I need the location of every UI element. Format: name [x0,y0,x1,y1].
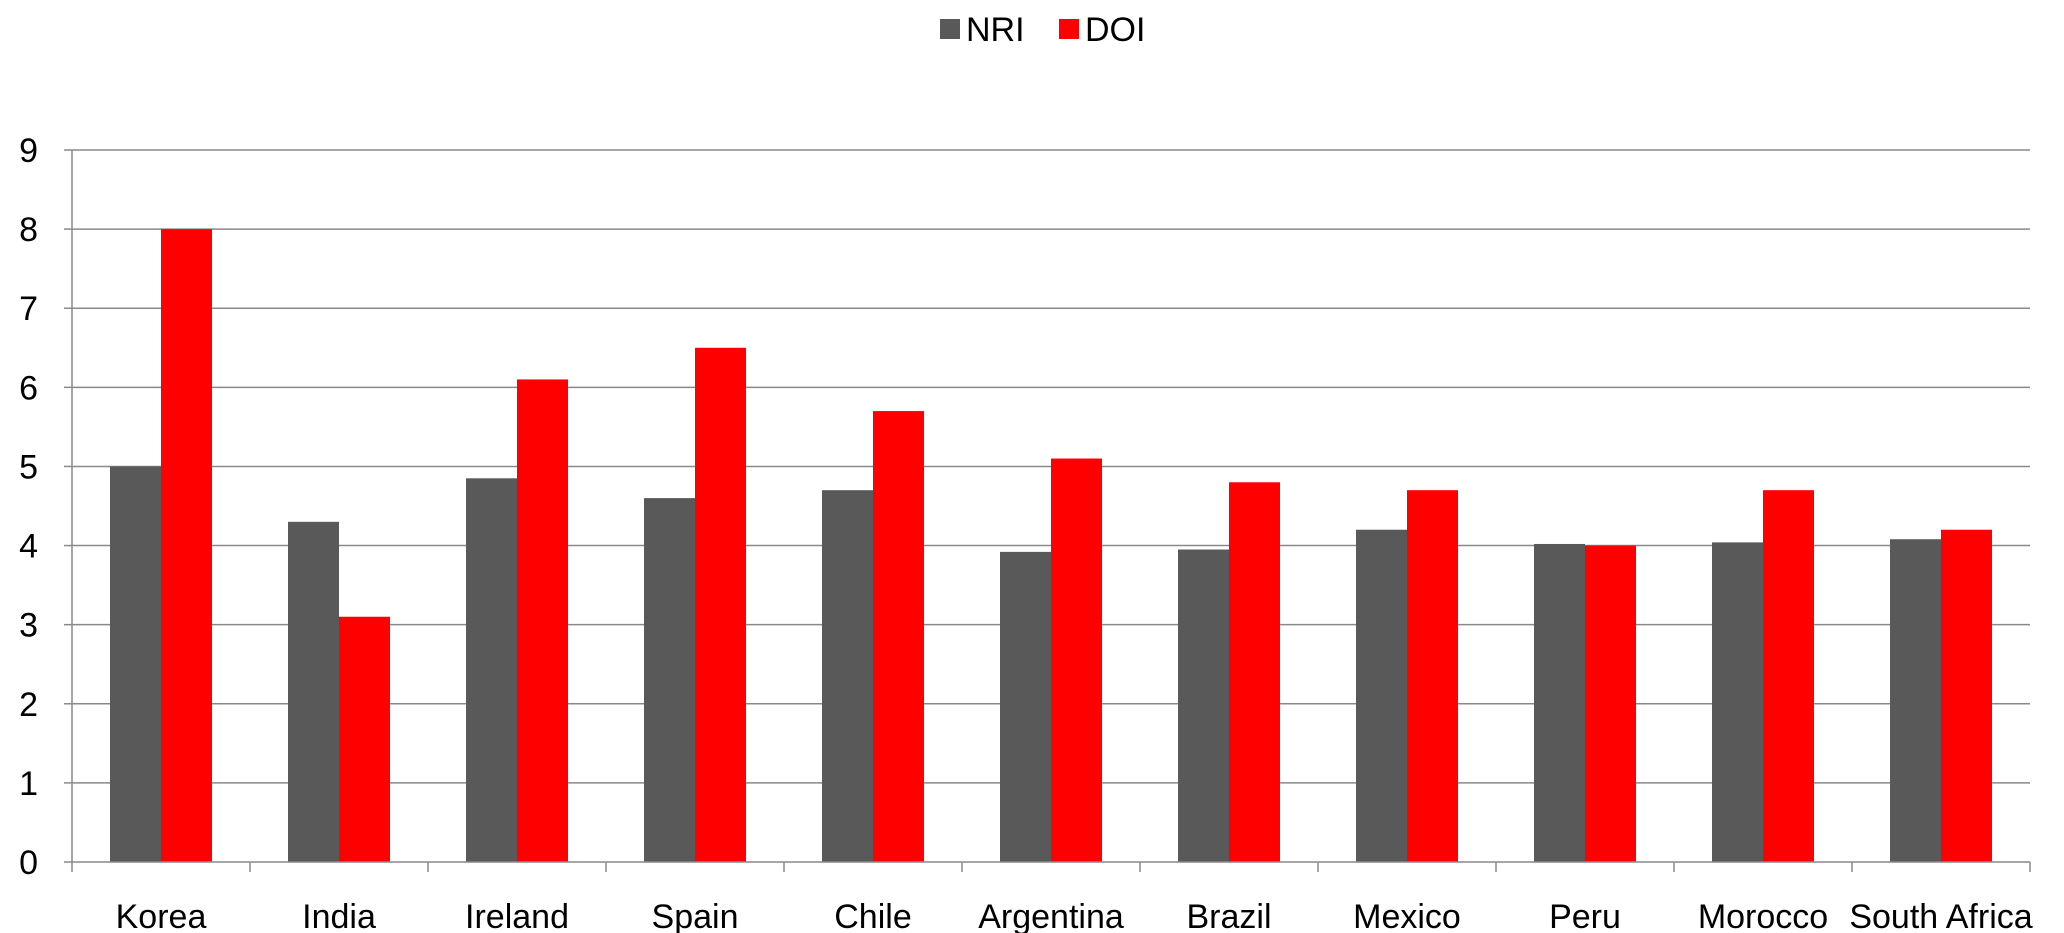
x-axis: Korea India Ireland Spain Chile Argentina Braz… [71,861,2033,933]
x-tick-label: Ireland [465,898,569,933]
x-tick-label: Argentina [978,898,1124,933]
x-tick-label: India [302,898,376,933]
bar-nri-ireland [466,478,517,862]
bar-doi-chile [873,411,924,862]
bar-doi-argentina [1051,458,1102,862]
x-tick-label: Chile [834,898,911,933]
bar-nri-morocco [1712,542,1763,862]
y-tick-label: 4 [19,528,38,566]
y-tick-label: 1 [19,765,38,803]
bar-nri-india [288,521,339,862]
legend-swatch-doi [1059,19,1079,39]
bar-doi-spain [695,347,746,862]
bar-doi-korea [161,229,212,863]
y-tick-label: 9 [19,132,38,170]
legend-label-doi: DOI [1085,11,1145,49]
bars [110,229,1992,863]
x-tick-label: Brazil [1186,898,1271,933]
y-tick-label: 3 [19,607,38,645]
y-tick-label: 0 [19,844,38,882]
bar-doi-peru [1585,545,1636,862]
y-tick-label: 6 [19,369,38,407]
x-tick-label: Korea [116,898,207,933]
bar-doi-brazil [1229,482,1280,862]
bar-doi-morocco [1763,490,1814,862]
legend-swatch-nri [940,19,960,39]
bar-doi-south-africa [1941,529,1992,862]
y-tick-label: 5 [19,448,38,486]
bar-nri-argentina [1000,551,1051,862]
y-axis: 0 1 2 3 4 5 6 7 8 9 [19,132,73,882]
bar-nri-korea [110,466,161,862]
x-tick-label: Morocco [1698,898,1828,933]
bar-nri-chile [822,490,873,862]
bar-nri-brazil [1178,549,1229,862]
bar-nri-mexico [1356,529,1407,862]
bar-doi-mexico [1407,490,1458,862]
y-tick-label: 8 [19,211,38,249]
legend-label-nri: NRI [966,11,1025,49]
y-tick-label: 7 [19,290,38,328]
x-tick-label: Spain [652,898,739,933]
bar-nri-spain [644,498,695,862]
bar-doi-india [339,616,390,862]
x-tick-label: Mexico [1353,898,1461,933]
y-tick-label: 2 [19,686,38,724]
x-tick-label: South Africa [1849,898,2032,933]
bar-nri-south-africa [1890,539,1941,862]
bar-doi-ireland [517,379,568,862]
x-tick-label: Peru [1549,898,1621,933]
bar-nri-peru [1534,543,1585,862]
legend: NRI DOI [940,11,1145,49]
